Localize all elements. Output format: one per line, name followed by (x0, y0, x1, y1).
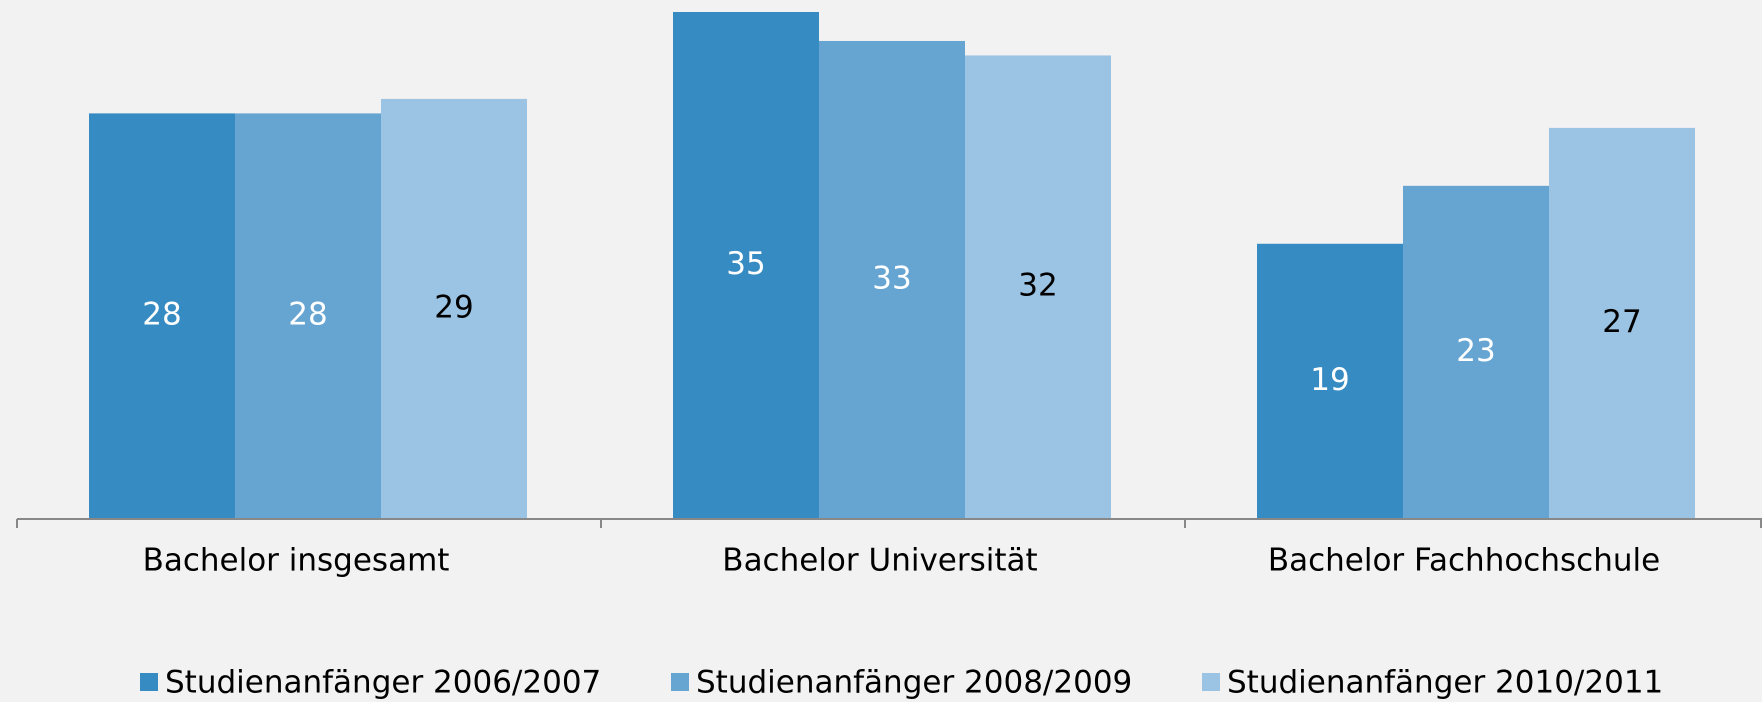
legend-label: Studienanfänger 2006/2007 (165, 665, 601, 701)
data-label: 28 (142, 297, 181, 333)
legend-swatch (1202, 673, 1220, 691)
x-tick-label: Bachelor insgesamt (143, 543, 450, 579)
data-label: 23 (1456, 333, 1495, 369)
legend-swatch (140, 673, 158, 691)
bar (1403, 185, 1549, 520)
legend-label: Studienanfänger 2010/2011 (1227, 665, 1663, 701)
bar (819, 40, 965, 519)
data-label: 29 (434, 289, 473, 325)
legend-swatch (671, 673, 689, 691)
bar (381, 98, 527, 520)
bar (89, 113, 235, 520)
legend-label: Studienanfänger 2008/2009 (696, 665, 1132, 701)
bar (965, 55, 1111, 519)
data-label: 27 (1602, 304, 1641, 340)
bar (1257, 243, 1403, 519)
data-label: 19 (1310, 362, 1349, 398)
data-label: 33 (872, 260, 911, 296)
bar (673, 12, 819, 519)
bar (235, 113, 381, 520)
data-label: 28 (288, 297, 327, 333)
x-tick-label: Bachelor Fachhochschule (1268, 543, 1660, 579)
data-label: 32 (1018, 268, 1057, 304)
x-tick-label: Bachelor Universität (722, 543, 1037, 579)
bar (1549, 127, 1695, 519)
data-label: 35 (726, 246, 765, 282)
